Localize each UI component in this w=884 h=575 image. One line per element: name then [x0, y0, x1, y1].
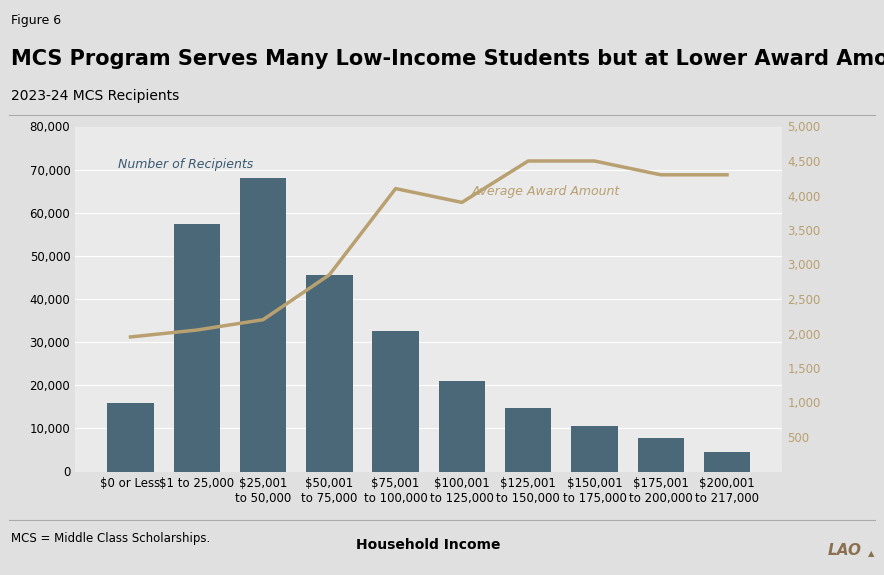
Bar	[107, 402, 154, 472]
Bar	[372, 331, 419, 472]
Bar	[306, 275, 353, 472]
Bar	[438, 381, 485, 472]
Bar	[173, 224, 220, 472]
Text: Figure 6: Figure 6	[11, 14, 61, 28]
Bar	[704, 452, 751, 472]
Bar	[240, 178, 286, 472]
Bar	[505, 408, 552, 471]
Text: MCS = Middle Class Scholarships.: MCS = Middle Class Scholarships.	[11, 532, 210, 545]
Text: MCS Program Serves Many Low-Income Students but at Lower Award Amounts: MCS Program Serves Many Low-Income Stude…	[11, 49, 884, 69]
Text: Household Income: Household Income	[356, 538, 501, 552]
Text: LAO: LAO	[828, 543, 862, 558]
Text: Number of Recipients: Number of Recipients	[118, 158, 253, 171]
Text: ▲: ▲	[868, 549, 874, 558]
Bar	[637, 438, 684, 472]
Text: 2023-24 MCS Recipients: 2023-24 MCS Recipients	[11, 89, 179, 103]
Text: Average Award Amount: Average Award Amount	[471, 186, 620, 198]
Bar	[571, 426, 618, 471]
